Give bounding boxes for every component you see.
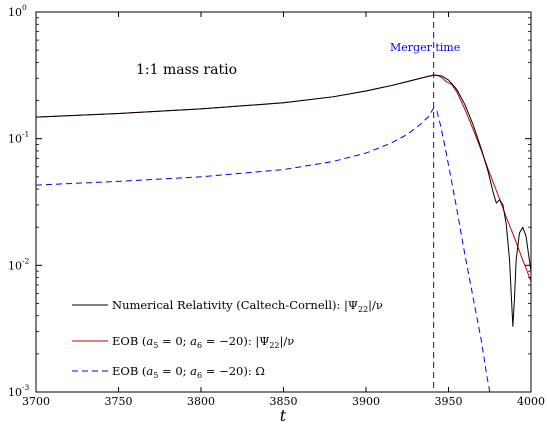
legend: Numerical Relativity (Caltech-Cornell): …	[72, 298, 383, 380]
series-line-eob-omega	[36, 107, 491, 392]
x-tick-label: 3750	[105, 395, 133, 408]
legend-label-nr: Numerical Relativity (Caltech-Cornell): …	[112, 298, 383, 314]
y-tick-label: 100	[8, 3, 27, 19]
merger-time-label: Merger time	[390, 41, 460, 54]
x-tick-label: 3800	[187, 395, 215, 408]
x-tick-label: 3950	[435, 395, 463, 408]
legend-label-eob-omega: EOB (a5 = 0; a6 = −20): Ω	[112, 364, 265, 380]
mass-ratio-annotation: 1:1 mass ratio	[136, 62, 237, 78]
x-tick-label: 3900	[352, 395, 380, 408]
x-tick-label: 3700	[22, 395, 50, 408]
y-tick-label: 10-3	[8, 383, 30, 399]
series-layer	[36, 12, 531, 392]
legend-label-eob-psi: EOB (a5 = 0; a6 = −20): |Ψ22|/ν	[112, 334, 294, 350]
series-line-nr-psi22	[36, 74, 531, 327]
y-tick-label: 10-2	[8, 256, 30, 272]
axes-layer: 3700 3750 3800 3850 3900 3950 4000 100 10-1 10-2 1…	[8, 3, 545, 408]
y-tick-label: 10-1	[8, 130, 29, 146]
x-tick-label: 4000	[517, 395, 545, 408]
x-axis-label: t	[280, 406, 287, 424]
x-tick-label: 3850	[270, 395, 298, 408]
